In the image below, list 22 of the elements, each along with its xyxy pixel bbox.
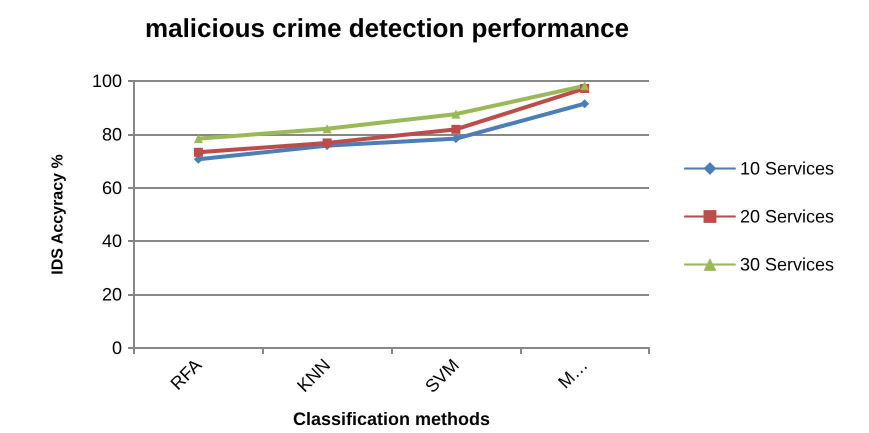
legend-label: 10 Services [740,158,834,178]
x-tick-label: RFA [166,354,206,394]
point [322,138,332,148]
chart-title: malicious crime detection performance [145,13,630,43]
y-tick-label: 20 [102,284,122,305]
point [194,148,203,157]
y-tick-label: 40 [102,231,122,252]
point [322,124,332,134]
point [580,99,590,108]
point [451,124,460,134]
point [194,134,203,144]
y-tick-label: 100 [92,71,122,91]
legend-label: 30 Services [740,254,834,274]
y-tick-label: 0 [112,338,122,358]
point [580,81,590,90]
y-tick-label: 80 [102,124,122,144]
x-axis-title: Classification methods [292,409,490,429]
y-axis-title: IDS Accyracy % [50,154,66,275]
x-tick-label: M… [554,354,592,392]
point [451,110,460,119]
y-tick-label: 60 [102,178,122,198]
legend-label: 20 Services [740,206,834,226]
